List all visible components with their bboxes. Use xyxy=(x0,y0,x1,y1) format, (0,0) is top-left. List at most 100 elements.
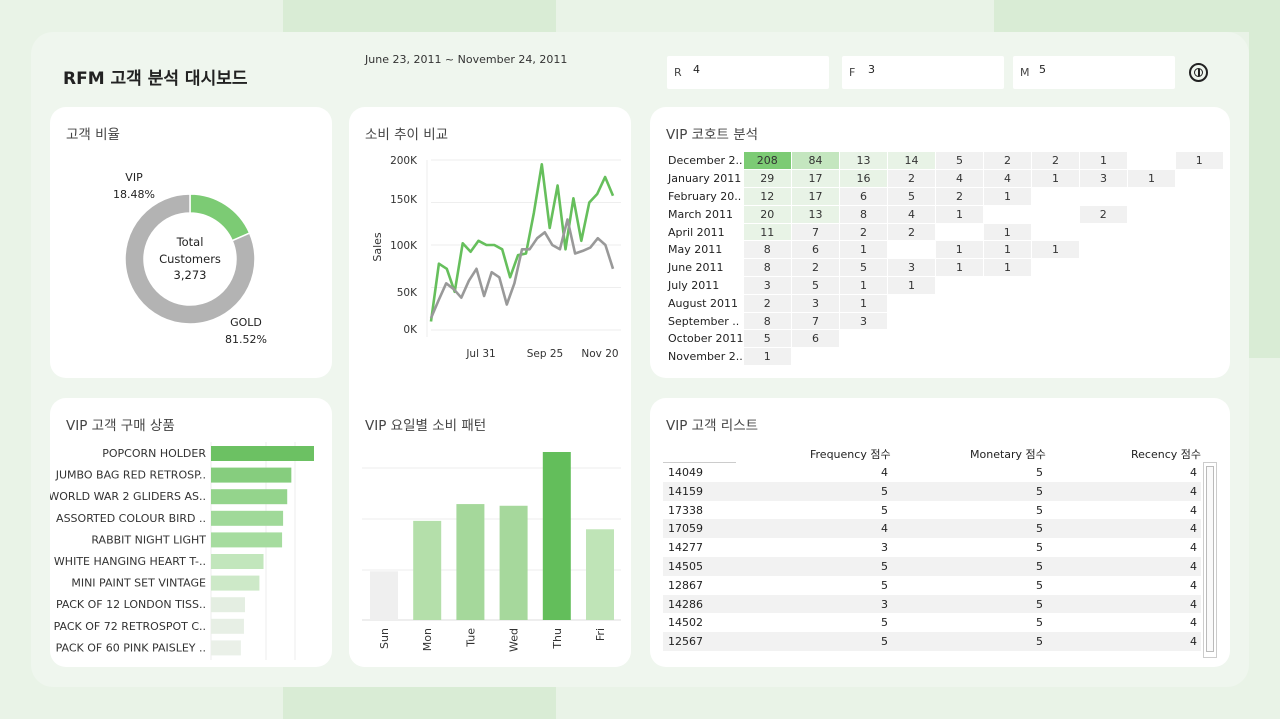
bar-category-label: PACK OF 72 RETROSPOT C.. xyxy=(54,620,206,633)
cohort-cell xyxy=(1127,223,1176,242)
table-cell: 5 xyxy=(881,635,888,649)
info-icon[interactable] xyxy=(1189,63,1208,82)
filter-value[interactable]: 3 xyxy=(868,63,875,76)
weekday-bar[interactable] xyxy=(370,571,398,620)
cohort-cell xyxy=(983,276,1032,295)
table-row[interactable]: 14049 4 5 4 xyxy=(663,463,1201,482)
vip-list-card: VIP 고객 리스트 Frequency 점수 Monetary 점수 Rece… xyxy=(650,398,1230,667)
product-bar[interactable] xyxy=(211,640,241,656)
cohort-row-label: December 2.. xyxy=(663,152,744,171)
cohort-cell xyxy=(935,294,984,313)
cohort-cell: 3 xyxy=(887,258,937,278)
cohort-cell xyxy=(887,329,936,349)
cohort-cell xyxy=(1127,152,1176,171)
weekday-bar[interactable] xyxy=(586,529,614,620)
cohort-row: November 2.. 1 xyxy=(663,347,1224,367)
cohort-cell xyxy=(1175,276,1224,295)
product-bar[interactable] xyxy=(211,489,288,505)
cohort-cell xyxy=(1127,240,1176,260)
cohort-cell: 2 xyxy=(743,294,793,313)
table-row[interactable]: 14502 5 5 4 xyxy=(663,613,1201,633)
column-header[interactable]: Recency 점수 xyxy=(1131,448,1201,461)
cohort-row: May 2011 8 6 1 1 1 1 xyxy=(663,240,1224,260)
x-tick-label: Wed xyxy=(508,628,521,652)
cohort-row-label: August 2011 xyxy=(663,294,744,313)
filter-value[interactable]: 4 xyxy=(693,63,700,76)
column-header[interactable]: Monetary 점수 xyxy=(970,448,1046,461)
bar-category-label: JUMBO BAG RED RETROSP.. xyxy=(55,469,206,482)
cohort-row: August 2011 2 3 1 xyxy=(663,294,1224,313)
cohort-cell: 84 xyxy=(791,152,841,171)
weekday-bar[interactable] xyxy=(499,505,528,620)
product-bar[interactable] xyxy=(211,597,245,613)
table-row[interactable]: 17338 5 5 4 xyxy=(663,500,1201,520)
table-row[interactable]: 14159 5 5 4 xyxy=(663,481,1201,501)
cohort-cell: 2 xyxy=(839,223,889,242)
weekday-bar[interactable] xyxy=(413,520,442,620)
filter-value[interactable]: 5 xyxy=(1039,63,1046,76)
bar-category-label: WHITE HANGING HEART T-.. xyxy=(54,555,206,568)
cohort-cell: 14 xyxy=(887,152,937,171)
table-cell: 5 xyxy=(1036,616,1043,630)
cohort-cell xyxy=(1031,187,1080,206)
cohort-row-label: June 2011 xyxy=(663,258,744,278)
cohort-cell: 8 xyxy=(839,205,889,224)
bar-category-label: PACK OF 12 LONDON TISS.. xyxy=(56,598,206,611)
cohort-cell xyxy=(887,240,936,260)
table-row[interactable]: 14277 3 5 4 xyxy=(663,538,1201,557)
x-tick-label: Nov 20 xyxy=(581,348,618,360)
x-tick-label: Fri xyxy=(594,628,607,641)
cohort-row: October 2011 5 6 xyxy=(663,329,1224,349)
table-row[interactable]: 17059 4 5 4 xyxy=(663,519,1201,539)
cohort-cell xyxy=(1127,258,1176,278)
product-bar[interactable] xyxy=(211,510,284,526)
series-line-2[interactable] xyxy=(429,218,615,319)
table-row[interactable]: 14286 3 5 4 xyxy=(663,594,1201,614)
product-bar[interactable] xyxy=(211,532,283,548)
product-bar[interactable] xyxy=(211,467,292,483)
filter-r[interactable]: R 4 xyxy=(667,56,829,89)
gold-slice-pct: 81.52% xyxy=(225,333,267,346)
scrollbar-thumb[interactable] xyxy=(1206,466,1214,652)
product-bar[interactable] xyxy=(211,554,264,569)
pie-slice-gold[interactable] xyxy=(124,193,256,325)
table-row[interactable]: 12567 5 5 4 xyxy=(663,632,1201,651)
table-cell: 3 xyxy=(881,597,888,611)
product-bar[interactable] xyxy=(211,575,260,591)
filter-f[interactable]: F 3 xyxy=(842,56,1004,89)
product-bar[interactable] xyxy=(211,446,314,461)
table-row[interactable]: 12867 5 5 4 xyxy=(663,575,1201,595)
cohort-cell: 1 xyxy=(839,294,889,313)
cohort-cell xyxy=(983,312,1032,331)
cohort-cell xyxy=(1079,276,1128,295)
scrollbar[interactable] xyxy=(1203,462,1217,658)
table-cell: 5 xyxy=(881,616,888,630)
cohort-cell: 3 xyxy=(743,276,793,295)
cohort-cell: 1 xyxy=(743,347,793,367)
table-row[interactable]: 16713 5 5 4 xyxy=(663,650,1201,655)
cohort-cell xyxy=(1175,169,1224,189)
product-bar[interactable] xyxy=(211,618,244,634)
line-chart: Sales 200K 150K 100K 50K 0K Jul 31 Sep 2… xyxy=(371,155,621,360)
pie-slice-vip[interactable] xyxy=(189,193,251,242)
cohort-cell: 5 xyxy=(839,258,889,278)
table-cell: 5 xyxy=(1036,559,1043,573)
cohort-cell xyxy=(1079,294,1128,313)
filter-m[interactable]: M 5 xyxy=(1013,56,1175,89)
weekday-bar[interactable] xyxy=(456,504,485,620)
cohort-card: VIP 코호트 분석 December 2.. 208 84 13 14 5 2 2 1 1 Jan… xyxy=(650,107,1230,378)
series-line-1[interactable] xyxy=(429,162,615,322)
cohort-cell xyxy=(983,294,1032,313)
cohort-cell xyxy=(1079,187,1128,206)
weekday-bar[interactable] xyxy=(542,452,571,620)
table-cell: 4 xyxy=(1190,484,1197,498)
column-header[interactable]: Frequency 점수 xyxy=(810,448,891,461)
table-row[interactable]: 14505 5 5 4 xyxy=(663,556,1201,576)
table-cell: 5 xyxy=(1036,541,1043,555)
x-tick-label: Mon xyxy=(421,628,434,651)
table-cell: 4 xyxy=(1190,597,1197,611)
cohort-cell: 1 xyxy=(1031,169,1081,189)
y-tick-label: 100K xyxy=(390,240,418,252)
cohort-cell: 2 xyxy=(983,152,1033,171)
cohort-cell xyxy=(935,329,984,349)
